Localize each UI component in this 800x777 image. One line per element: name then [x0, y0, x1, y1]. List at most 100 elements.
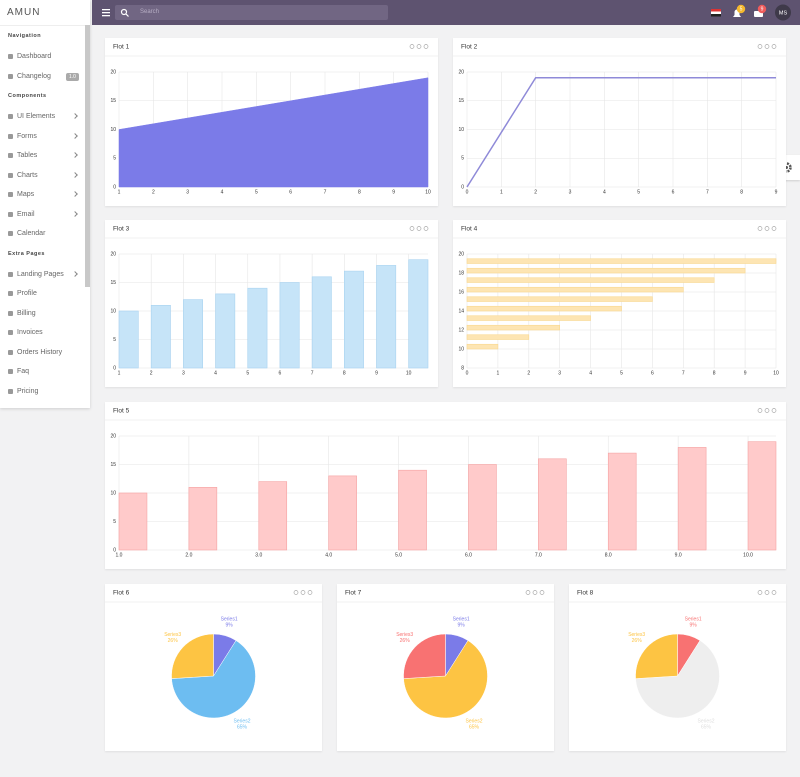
- x-tick-label: 3.0: [255, 552, 262, 558]
- chart-panel: Flot 4 8 10 12 14 16 18 20 0 1 2 3 4 5 6 7 8 9 10: [453, 220, 786, 387]
- panel-tool[interactable]: [764, 226, 770, 231]
- chart-title: Flot 4: [461, 226, 478, 233]
- pie-slice: [171, 633, 214, 679]
- panel-tool[interactable]: [416, 44, 422, 49]
- nav-item[interactable]: Profile: [0, 284, 90, 304]
- panel-tool[interactable]: [409, 226, 415, 231]
- panel-tool[interactable]: [416, 226, 422, 231]
- nav-label: Billing: [17, 309, 36, 317]
- nav-icon: [8, 330, 13, 335]
- pie-value-label: 65%: [237, 725, 248, 731]
- nav-icon: [8, 172, 13, 178]
- y-tick-label: 10: [110, 127, 116, 133]
- chart-panel: Flot 5 0 5 10 15 20 1.0 2.0 3.0 4.0 5.0 6.0 7.0 8.0 9.…: [105, 402, 786, 569]
- panel-tool[interactable]: [423, 226, 429, 231]
- y-tick-label: 20: [110, 251, 116, 257]
- panel-tool[interactable]: [771, 226, 777, 231]
- panel-tool[interactable]: [757, 408, 763, 413]
- x-tick-label: 4: [221, 189, 224, 195]
- bar: [466, 267, 746, 274]
- panel-tool[interactable]: [757, 590, 763, 595]
- scrollbar[interactable]: [85, 25, 90, 287]
- panel-tool[interactable]: [757, 226, 763, 231]
- x-tick-label: 9: [744, 370, 747, 376]
- panel-tool[interactable]: [293, 590, 299, 595]
- sidebar: AMUN Navigation Dashboard Changelog 1.0 Comp…: [0, 0, 90, 408]
- nav-label: Charts: [17, 171, 38, 179]
- panel-tool[interactable]: [764, 590, 770, 595]
- chart-panel: Flot 2 0 5 10 15 20 0 1 2 3 4 5 6 7 8 9: [453, 38, 786, 206]
- nav-item[interactable]: Charts: [0, 166, 90, 186]
- panel-tool[interactable]: [764, 44, 770, 49]
- nav-item[interactable]: Maps: [0, 185, 90, 205]
- x-tick-label: 9.0: [675, 552, 682, 558]
- panel-tool[interactable]: [771, 408, 777, 413]
- panel-tool[interactable]: [532, 590, 538, 595]
- nav-item[interactable]: Orders History: [0, 343, 90, 363]
- chart-title: Flot 5: [113, 408, 130, 415]
- chevron: [72, 132, 78, 139]
- panel-tool[interactable]: [409, 44, 415, 49]
- pie-value-label: 26%: [400, 638, 411, 644]
- nav-icon: [8, 310, 13, 316]
- badge: 1.0: [66, 72, 79, 81]
- nav-item[interactable]: Forms: [0, 127, 90, 147]
- nav-item[interactable]: Email: [0, 205, 90, 225]
- panel-tool[interactable]: [423, 44, 429, 49]
- nav-item[interactable]: Changelog 1.0: [0, 67, 90, 87]
- panel-tool[interactable]: [300, 590, 306, 595]
- x-tick-label: 3: [558, 370, 561, 376]
- pie-value-label: 9%: [690, 623, 698, 629]
- nav-label: Changelog: [17, 72, 51, 80]
- search-box[interactable]: Search: [115, 5, 388, 20]
- panel-tool[interactable]: [757, 44, 763, 49]
- x-tick-label: 4.0: [325, 552, 332, 558]
- nav-item[interactable]: Calendar: [0, 224, 90, 244]
- x-tick-label: 2.0: [185, 552, 192, 558]
- chart-panel: Flot 7 Series1 9% Series2 65% Series3 26%: [337, 584, 554, 751]
- bar: [188, 487, 218, 551]
- chart-title: Flot 8: [577, 590, 594, 597]
- x-tick-label: 7.0: [535, 552, 542, 558]
- flag[interactable]: [711, 9, 721, 17]
- nav-item[interactable]: Pricing: [0, 382, 90, 402]
- nav-item[interactable]: Invoices: [0, 323, 90, 343]
- x-tick-label: 7: [324, 189, 327, 195]
- panel-tool[interactable]: [764, 408, 770, 413]
- menu-button[interactable]: [102, 9, 110, 17]
- pie-label: Series3: [396, 632, 413, 638]
- x-tick-label: 4: [603, 189, 606, 195]
- panel-tool[interactable]: [525, 590, 531, 595]
- panel-tool[interactable]: [771, 590, 777, 595]
- notification-count: 5: [740, 7, 743, 13]
- x-tick-label: 2: [152, 189, 155, 195]
- panel-tool[interactable]: [307, 590, 313, 595]
- pie-value-label: 9%: [458, 623, 466, 629]
- x-tick-label: 5: [255, 189, 258, 195]
- nav-label: Email: [17, 210, 35, 218]
- panel-tool[interactable]: [539, 590, 545, 595]
- nav-item[interactable]: Tables: [0, 146, 90, 166]
- bar: [344, 270, 364, 369]
- x-tick-label: 6: [289, 189, 292, 195]
- nav-item[interactable]: Faq: [0, 362, 90, 382]
- avatar[interactable]: [775, 4, 791, 21]
- x-tick-label: 7: [682, 370, 685, 376]
- pie-label: Series3: [628, 632, 645, 638]
- y-tick-label: 10: [458, 346, 464, 352]
- bar: [279, 282, 300, 369]
- nav-item[interactable]: UI Elements: [0, 107, 90, 127]
- x-tick-label: 7: [311, 370, 314, 376]
- bar: [183, 299, 203, 369]
- nav-item[interactable]: Landing Pages: [0, 265, 90, 285]
- y-tick-label: 10: [110, 490, 116, 496]
- pie-slice: [171, 640, 256, 719]
- panel-tool[interactable]: [771, 44, 777, 49]
- nav-item[interactable]: Billing: [0, 304, 90, 324]
- nav-icon: [8, 369, 13, 374]
- brand[interactable]: AMUN: [0, 0, 90, 26]
- bar: [328, 475, 357, 551]
- nav-item[interactable]: Dashboard: [0, 47, 90, 67]
- y-tick-label: 0: [461, 184, 464, 190]
